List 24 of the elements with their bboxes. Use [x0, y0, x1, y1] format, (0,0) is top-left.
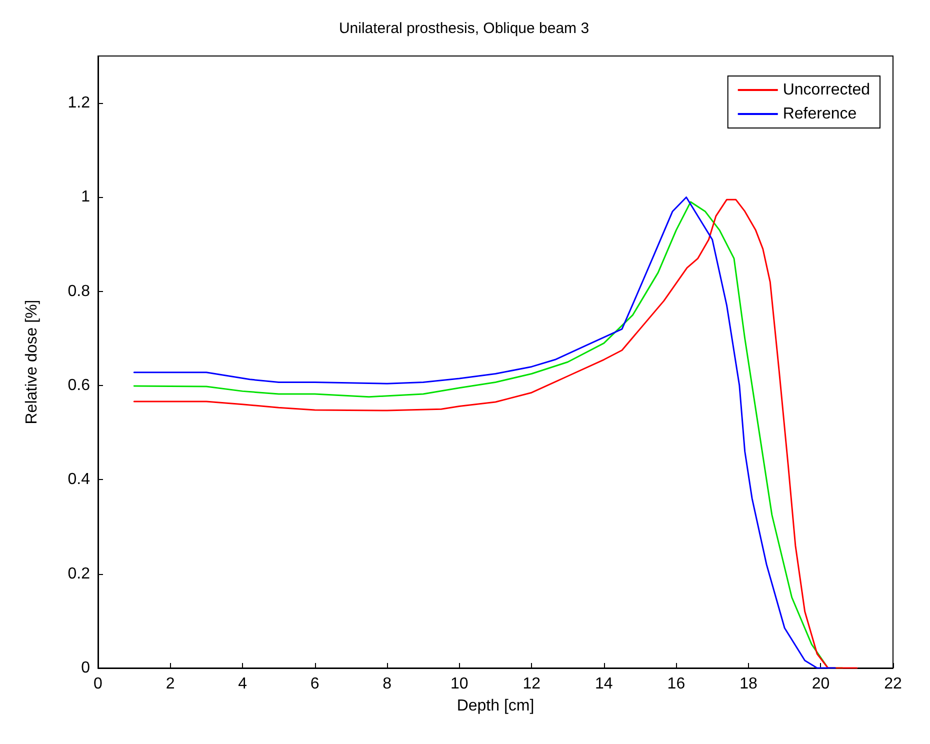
y-tick-label: 0.4 [68, 471, 90, 488]
y-tick-label: 0.2 [68, 565, 90, 582]
legend-label: Reference [782, 106, 857, 122]
y-tick-label: 0.8 [68, 282, 90, 300]
x-tick-label: 0 [94, 676, 103, 692]
chart-title: Unilateral prosthesis, Oblique beam 3 [338, 20, 590, 37]
x-tick-label: 22 [884, 676, 902, 692]
x-tick-label: 6 [310, 676, 320, 692]
x-tick-label: 2 [166, 676, 175, 692]
x-tick-label: 14 [595, 676, 613, 692]
x-tick-label: 12 [522, 676, 541, 692]
y-tick-label: 1 [81, 188, 90, 206]
x-tick-label: 16 [667, 676, 686, 692]
legend-label: Uncorrected [782, 82, 870, 98]
y-tick-label: 0 [81, 660, 90, 676]
x-tick-label: 10 [450, 676, 468, 692]
x-tick-label: 18 [740, 676, 758, 692]
y-tick-label: 1.2 [68, 94, 90, 112]
y-axis-title: Relative dose [%] [24, 300, 40, 424]
x-tick-label: 4 [238, 676, 248, 692]
x-axis-title: Depth [cm] [456, 698, 534, 714]
x-tick-label: 8 [382, 676, 392, 692]
x-tick-label: 20 [812, 676, 830, 692]
y-tick-label: 0.6 [68, 377, 90, 394]
